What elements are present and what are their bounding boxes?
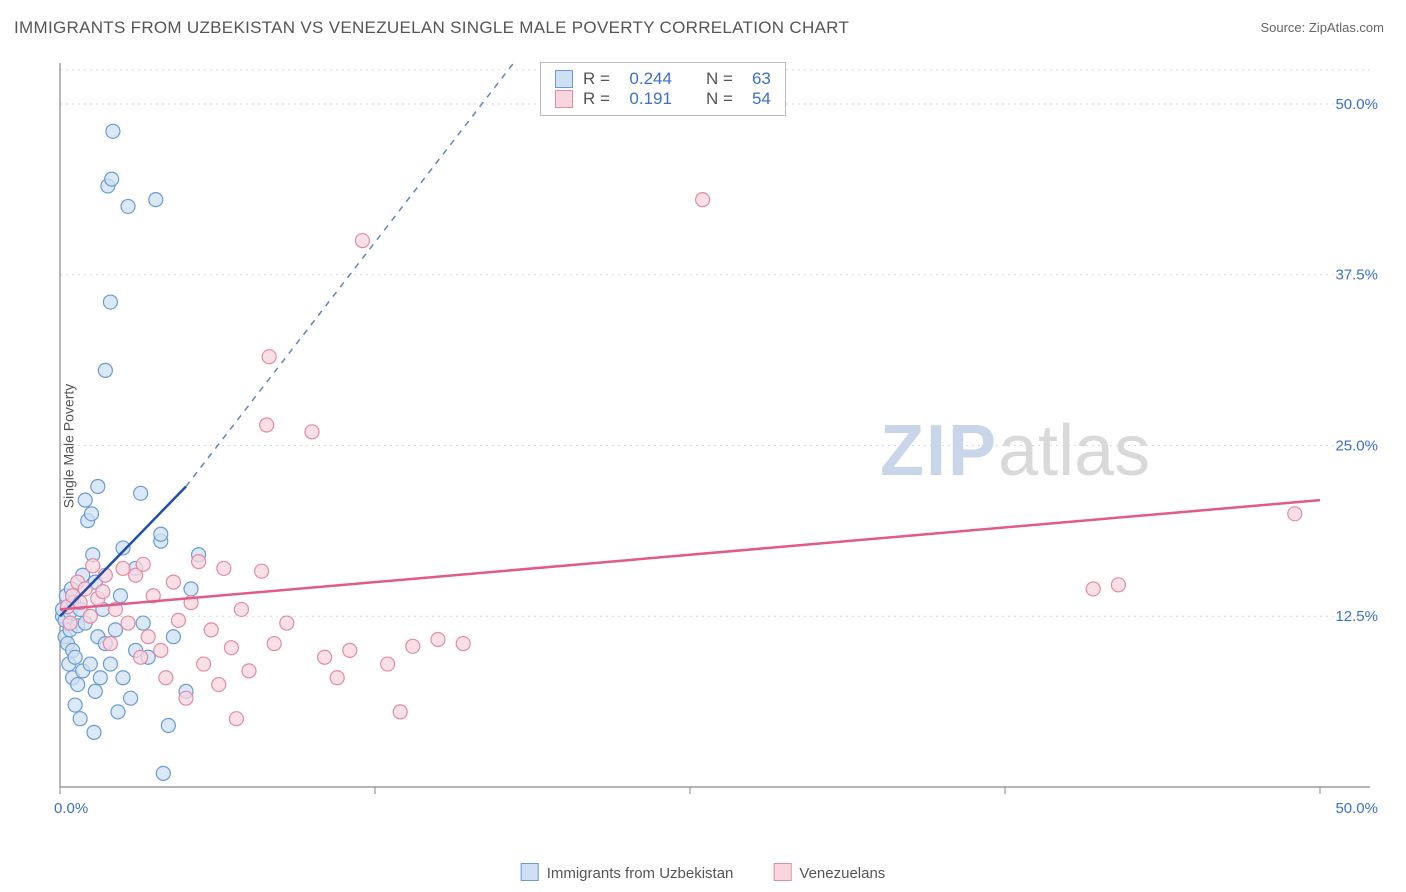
svg-text:50.0%: 50.0% bbox=[1335, 96, 1378, 113]
legend-item: Immigrants from Uzbekistan bbox=[521, 863, 734, 882]
svg-text:0.0%: 0.0% bbox=[54, 800, 88, 817]
legend-label: Immigrants from Uzbekistan bbox=[547, 865, 734, 882]
stat-legend-row: R = 0.244 N = 63 bbox=[555, 69, 771, 89]
r-label: R = bbox=[583, 69, 610, 89]
svg-text:25.0%: 25.0% bbox=[1335, 437, 1378, 454]
svg-text:37.5%: 37.5% bbox=[1335, 267, 1378, 284]
series-legend: Immigrants from Uzbekistan Venezuelans bbox=[521, 863, 886, 882]
n-label: N = bbox=[706, 89, 733, 109]
legend-item: Venezuelans bbox=[773, 863, 885, 882]
stat-legend-row: R = 0.191 N = 54 bbox=[555, 89, 771, 109]
legend-swatch bbox=[555, 70, 573, 88]
chart-title: IMMIGRANTS FROM UZBEKISTAN VS VENEZUELAN… bbox=[14, 18, 849, 38]
correlation-legend: R = 0.244 N = 63 R = 0.191 N = 54 bbox=[540, 62, 786, 116]
svg-text:50.0%: 50.0% bbox=[1335, 800, 1378, 817]
source-name: ZipAtlas.com bbox=[1309, 20, 1384, 35]
legend-swatch bbox=[773, 863, 791, 881]
plot-svg: 12.5% 25.0% 37.5% 50.0% 0.0% 50.0% bbox=[50, 55, 1380, 835]
svg-text:12.5%: 12.5% bbox=[1335, 608, 1378, 625]
source-label: Source: bbox=[1260, 20, 1308, 35]
source-attribution: Source: ZipAtlas.com bbox=[1260, 20, 1384, 35]
legend-label: Venezuelans bbox=[799, 865, 885, 882]
n-label: N = bbox=[706, 69, 733, 89]
legend-swatch bbox=[555, 90, 573, 108]
r-value: 0.191 bbox=[620, 89, 672, 109]
r-value: 0.244 bbox=[620, 69, 672, 89]
legend-swatch bbox=[521, 863, 539, 881]
scatter-plot: 12.5% 25.0% 37.5% 50.0% 0.0% 50.0% bbox=[50, 55, 1380, 835]
r-label: R = bbox=[583, 89, 610, 109]
n-value: 63 bbox=[743, 69, 771, 89]
n-value: 54 bbox=[743, 89, 771, 109]
